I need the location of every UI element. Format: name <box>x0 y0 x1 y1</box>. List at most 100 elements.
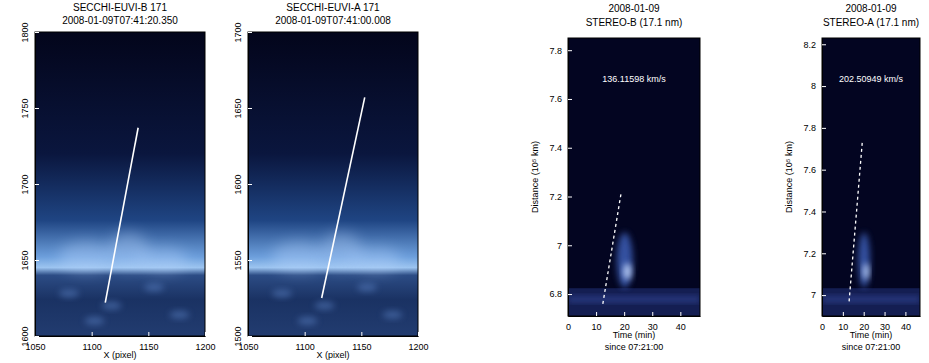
fit-line <box>603 192 622 304</box>
fit-line <box>849 143 862 302</box>
tick-mark <box>248 184 252 185</box>
panel-title: SECCHI-EUVI-A 171 <box>286 2 380 13</box>
tick-mark <box>822 253 826 254</box>
tick: 1600 <box>233 174 252 194</box>
tick-label: 10 <box>592 322 602 332</box>
tick-label: 1550 <box>233 250 243 270</box>
tick-label: 7.4 <box>803 207 816 217</box>
tick-mark <box>843 312 844 316</box>
tick-mark <box>305 332 306 336</box>
panel-subtitle: STEREO-A (17.1 nm) <box>823 17 919 28</box>
image-band <box>822 297 920 303</box>
tick-mark <box>680 312 681 316</box>
tick-label: 8.2 <box>803 40 816 50</box>
tick-label: 0 <box>820 322 825 332</box>
image-glow <box>272 242 326 272</box>
tick-label: 1200 <box>195 342 215 352</box>
panel-title: 2008-01-09 <box>845 3 897 14</box>
tick-mark <box>35 108 39 109</box>
tick-label: 7.4 <box>549 143 562 153</box>
tick: 7 <box>811 290 826 300</box>
image-band <box>568 288 700 316</box>
tick-label: 1200 <box>408 342 428 352</box>
figure: 105011001150120016001650170017501800SECC… <box>0 0 929 363</box>
y-axis: 16001650170017501800 <box>20 22 39 346</box>
image-blob <box>863 263 869 280</box>
tick-label: 7.8 <box>803 123 816 133</box>
y-axis: 15001550160016501700 <box>233 22 252 346</box>
panel: 105011001150120015001550160016501700SECC… <box>233 2 429 360</box>
tick-mark <box>35 336 39 337</box>
x-axis-title: since 07:21:00 <box>842 342 901 352</box>
image-texture <box>170 311 190 319</box>
tick-mark <box>361 332 362 336</box>
tick-mark <box>248 108 252 109</box>
image-texture <box>383 311 403 319</box>
tick: 40 <box>901 312 911 332</box>
tick: 1150 <box>352 332 371 352</box>
image-texture <box>85 317 105 325</box>
y-axis-title: Distance (10⁵ km) <box>784 141 794 213</box>
tick: 7.6 <box>803 165 826 175</box>
tick-mark <box>568 148 572 149</box>
tick: 1700 <box>233 22 252 42</box>
tick-label: 1700 <box>233 22 243 42</box>
tick-label: 1750 <box>20 98 30 118</box>
tick-label: 7.6 <box>549 94 562 104</box>
tick: 7 <box>557 241 572 251</box>
tick-mark <box>864 312 865 316</box>
image-blob <box>858 233 870 289</box>
tick-mark <box>885 312 886 316</box>
tick: 7.4 <box>803 207 826 217</box>
image-texture <box>102 302 122 310</box>
tick-label: 0 <box>566 322 571 332</box>
x-axis-title: since 07:21:00 <box>605 342 664 352</box>
y-axis-title: Distance (10⁵ km) <box>530 141 540 213</box>
tick-label: 10 <box>838 322 848 332</box>
annotation: 136.11598 km/s <box>602 74 666 84</box>
axis-line <box>822 39 823 317</box>
tick-mark <box>92 332 93 336</box>
y-axis: 6.877.27.47.67.8 <box>549 39 572 317</box>
axis-line <box>36 336 206 337</box>
tick: 10 <box>838 312 848 332</box>
image-texture <box>272 289 292 297</box>
axis-line <box>569 316 701 317</box>
tick-label: 8 <box>811 81 816 91</box>
tick-mark <box>652 312 653 316</box>
tick-mark <box>822 295 826 296</box>
plot-area <box>822 38 920 316</box>
tick: 1750 <box>20 98 39 118</box>
tick-mark <box>148 332 149 336</box>
tick-label: 7 <box>557 241 562 251</box>
tick-mark <box>248 32 252 33</box>
tick-label: 1100 <box>295 342 314 352</box>
tick-label: 1800 <box>20 22 30 42</box>
panel: 0102030406.877.27.47.67.82008-01-09STERE… <box>530 3 701 352</box>
x-axis-title: X (pixel) <box>316 350 349 360</box>
tick-label: 1600 <box>20 326 30 346</box>
tick: 1700 <box>20 174 39 194</box>
tick: 10 <box>592 312 602 332</box>
plot-frame <box>35 32 205 336</box>
tick-label: 7.2 <box>549 192 562 202</box>
tick-mark <box>905 312 906 316</box>
tick-label: 1600 <box>233 174 243 194</box>
tick-label: 7.2 <box>803 249 816 259</box>
annotation: 202.50949 km/s <box>839 74 904 84</box>
axis-line <box>249 336 419 337</box>
tick: 40 <box>676 312 686 332</box>
tick-mark <box>418 332 419 336</box>
image-glow <box>350 248 401 272</box>
tick-label: 1100 <box>82 342 101 352</box>
y-axis: 7 7.2 7.4 7.6 7.8 8 8.2 <box>803 39 826 317</box>
image-texture <box>315 302 335 310</box>
tick-label: 1150 <box>139 342 158 352</box>
tick-label: 7.6 <box>803 165 816 175</box>
image-background <box>568 38 700 316</box>
tick-mark <box>568 294 572 295</box>
plot-area <box>35 32 205 336</box>
tick: 1550 <box>233 250 252 270</box>
plot-frame <box>822 38 920 316</box>
tick-label: 6.8 <box>549 289 562 299</box>
